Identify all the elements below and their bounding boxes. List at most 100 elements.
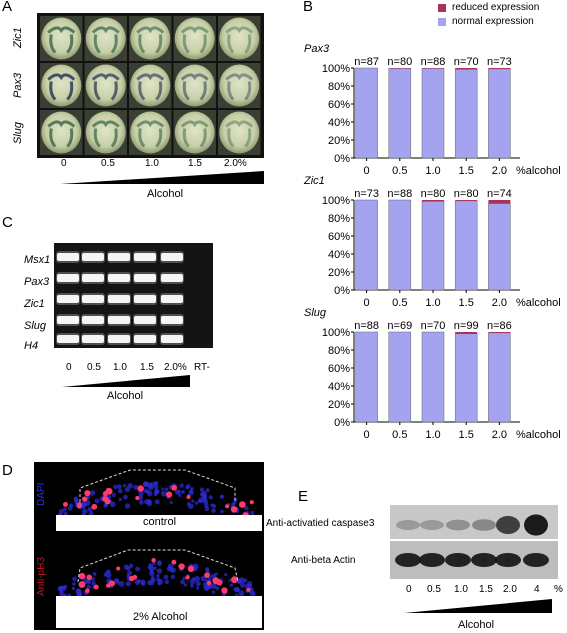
border-stain-left — [138, 128, 146, 148]
gel-band — [134, 274, 156, 282]
legend-reduced-swatch — [438, 4, 446, 12]
neural-plate-stain — [47, 26, 76, 34]
dapi-nucleus — [91, 581, 96, 586]
dapi-nucleus — [125, 581, 131, 587]
panel-b-label: B — [303, 0, 314, 15]
ph3-cell — [216, 579, 223, 586]
dapi-nucleus — [106, 569, 111, 574]
actin-band — [471, 553, 497, 567]
ph3-cell — [186, 494, 191, 500]
dapi-nucleus — [220, 509, 224, 514]
actin-band — [495, 553, 521, 567]
dapi-nucleus — [215, 586, 220, 591]
dapi-nucleus — [187, 503, 194, 510]
x-tick-label: 2.0 — [492, 429, 507, 441]
gel-band — [82, 274, 104, 282]
gel-band — [57, 274, 79, 282]
gel-band-glow — [107, 333, 131, 345]
panel-a-label: A — [2, 0, 13, 15]
dapi-nucleus — [127, 482, 133, 489]
bar-normal — [421, 331, 445, 423]
dapi-nucleus — [229, 583, 234, 587]
dapi-nucleus — [245, 583, 251, 590]
bar-normal — [355, 331, 378, 423]
y-tick-label: 80% — [328, 81, 350, 93]
dapi-nucleus — [157, 560, 162, 565]
dapi-nucleus — [116, 484, 122, 490]
dapi-nucleus — [60, 585, 67, 592]
embryo — [41, 17, 82, 60]
x-tick-label: 1.5 — [459, 297, 474, 309]
dapi-nucleus — [153, 481, 158, 486]
dapi-nucleus — [190, 583, 194, 588]
gel-band — [57, 335, 79, 343]
panel-d-label: D — [2, 462, 13, 479]
border-stain-left — [138, 34, 146, 54]
gel-band — [108, 253, 130, 261]
panel-e-western-blot — [390, 505, 558, 579]
gel-band — [57, 295, 79, 303]
ph3-cell — [78, 581, 86, 588]
dapi-nucleus — [167, 563, 174, 570]
dapi-nucleus — [143, 499, 150, 505]
dapi-nucleus — [82, 508, 88, 515]
bar-count-label: n=80 — [387, 56, 412, 68]
bar-reduced — [455, 200, 478, 201]
panel-a-row-zic1: Zic1 — [12, 27, 24, 48]
dapi-nucleus — [153, 566, 157, 570]
dapi-nucleus — [147, 580, 153, 586]
blot-conc-4: 4 — [534, 584, 540, 595]
ph3-cell — [171, 484, 178, 491]
dapi-nucleus — [142, 481, 149, 488]
dapi-nucleus — [114, 577, 119, 583]
dapi-nucleus — [210, 583, 217, 589]
dapi-nucleus — [163, 574, 169, 580]
bar-normal — [454, 200, 478, 291]
ph3-cell — [239, 501, 246, 508]
gel-band — [161, 316, 183, 324]
bar-count-label: n=80 — [421, 188, 446, 200]
y-tick-label: 100% — [322, 327, 350, 339]
panel-b-charts: Pax3 0% 20% 40% 60% 80% 100% 0 n=87 0.5 n=80 1.0 n=8… — [303, 43, 561, 441]
dapi-nucleus — [123, 494, 128, 500]
border-stain-left — [182, 128, 190, 148]
panel-e-xlabel: Alcohol — [458, 619, 495, 631]
ph3-cell — [178, 563, 185, 570]
gel-band-glow — [56, 293, 80, 305]
dapi-nucleus — [219, 494, 224, 499]
border-stain-right — [110, 81, 118, 101]
embryo — [130, 17, 171, 60]
dapi-nucleus — [138, 491, 144, 497]
gel-band — [82, 316, 104, 324]
dapi-nucleus — [152, 561, 156, 566]
dapi-nucleus — [118, 497, 123, 502]
dapi-nucleus — [89, 490, 96, 496]
dapi-nucleus — [202, 582, 207, 587]
gel-conc-15: 1.5 — [140, 362, 154, 373]
caspase-band — [496, 516, 520, 534]
y-tick-label: 80% — [328, 345, 350, 357]
neural-plate-stain — [225, 73, 254, 81]
y-tick-label: 40% — [328, 249, 350, 261]
panel-a-conc-10: 1.0 — [145, 158, 159, 169]
ph3-cell — [86, 574, 92, 581]
ph3-cell — [204, 572, 210, 578]
dapi-nucleus — [234, 586, 240, 593]
dapi-nucleus — [208, 495, 213, 500]
gel-conc-05: 0.5 — [87, 362, 101, 373]
border-stain-left — [227, 34, 235, 54]
x-tick-label: 0.5 — [392, 165, 407, 177]
bar-count-label: n=88 — [421, 56, 446, 68]
gel-band — [108, 295, 130, 303]
gel-conc-rt: RT- — [194, 362, 210, 373]
neural-plate-stain — [136, 73, 165, 81]
neural-plate-stain — [225, 26, 254, 34]
dapi-nucleus — [92, 572, 97, 576]
y-tick-label: 40% — [328, 381, 350, 393]
bar-reduced — [488, 332, 511, 333]
gel-conc-0: 0 — [66, 362, 72, 373]
border-stain-right — [199, 81, 207, 101]
gel-band-glow — [160, 251, 184, 263]
dapi-nucleus — [214, 572, 218, 576]
dapi-nucleus — [135, 566, 141, 572]
